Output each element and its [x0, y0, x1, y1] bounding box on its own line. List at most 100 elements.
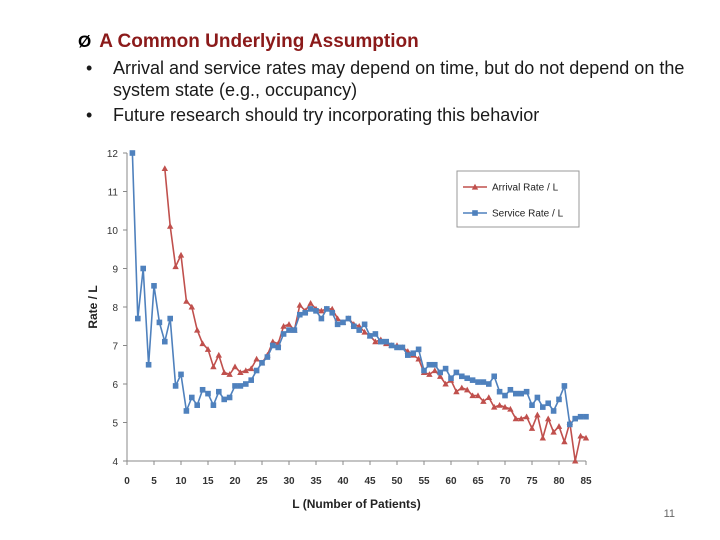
arrival-rate-point: [231, 363, 239, 370]
service-rate-point: [145, 361, 152, 368]
service-rate-point: [232, 383, 238, 389]
service-rate-point: [210, 402, 217, 408]
y-tick-label: 4: [112, 457, 118, 468]
service-rate-point: [302, 309, 308, 316]
service-rate-point: [432, 361, 438, 368]
x-tick-label: 85: [580, 476, 592, 487]
service-rate-point: [183, 408, 190, 414]
y-tick-label: 9: [112, 265, 118, 276]
bullet-item: • Future research should try incorporati…: [86, 104, 686, 126]
page-number: 11: [663, 508, 675, 520]
service-rate-point: [189, 394, 195, 401]
service-rate-point: [567, 421, 573, 428]
y-axis-title: Rate / L: [86, 285, 100, 328]
slide-heading: Ø A Common Underlying Assumption: [78, 31, 419, 53]
arrival-rate-point: [183, 298, 190, 304]
service-rate-point: [399, 344, 406, 351]
arrival-rate-point: [442, 380, 449, 387]
arrival-rate-point: [501, 403, 509, 410]
service-rate-point: [442, 365, 449, 372]
service-rate-point: [518, 390, 524, 397]
x-tick-label: 40: [337, 476, 349, 487]
arrival-rate-point: [512, 415, 519, 422]
arrival-rate-point: [167, 222, 174, 229]
service-rate-point: [361, 321, 368, 328]
service-rate-point: [356, 327, 362, 333]
service-rate-point: [480, 379, 487, 385]
service-rate-point: [151, 283, 157, 289]
x-tick-label: 20: [229, 476, 241, 487]
arrival-rate-point: [534, 411, 541, 418]
legend-arrival-label: Arrival Rate / L: [492, 183, 559, 194]
arrival-rate-point: [561, 438, 568, 445]
x-tick-label: 65: [472, 476, 484, 487]
service-rate-point: [291, 327, 298, 333]
arrival-rate-point: [210, 363, 217, 370]
arrow-bullet-icon: Ø: [78, 32, 92, 51]
x-tick-label: 0: [124, 476, 130, 487]
x-tick-label: 80: [553, 476, 565, 487]
service-rate-point: [135, 315, 141, 322]
arrival-rate-point: [528, 425, 536, 431]
arrival-rate-point: [296, 301, 303, 308]
service-rate-point: [205, 390, 211, 397]
service-rate-point: [167, 315, 173, 322]
arrival-rate-point: [221, 369, 228, 376]
x-tick-label: 75: [526, 476, 538, 487]
x-axis-title: L (Number of Patients): [292, 497, 420, 511]
x-tick-label: 60: [445, 476, 457, 487]
service-rate-point: [577, 413, 584, 420]
service-rate-point: [540, 404, 546, 410]
service-rate-point: [383, 338, 389, 345]
arrival-rate-point: [480, 398, 487, 404]
bullet-list: • Arrival and service rates may depend o…: [86, 57, 686, 129]
bullet-text: Future research should try incorporating…: [113, 105, 540, 125]
service-rate-point: [243, 381, 249, 387]
service-rate-point: [388, 342, 395, 349]
service-rate-point: [324, 306, 330, 312]
arrival-rate-point: [161, 165, 168, 171]
service-rate-point: [129, 150, 136, 156]
arrival-rate-point: [226, 371, 233, 377]
arrival-rate-point: [577, 432, 584, 439]
bullet-text: Arrival and service rates may depend on …: [113, 58, 685, 100]
arrival-rate-point: [458, 384, 465, 391]
arrival-rate-point: [539, 434, 546, 441]
arrival-rate-point: [237, 369, 244, 376]
arrival-rate-point: [280, 323, 287, 329]
arrival-rate-point: [307, 299, 314, 306]
arrival-rate-point: [507, 405, 514, 412]
service-rate-point: [367, 333, 373, 339]
service-rate-point: [270, 342, 276, 349]
arrival-rate-point: [485, 394, 492, 401]
service-rate-point: [496, 388, 503, 395]
arrival-rate-point: [248, 365, 255, 372]
service-rate-point: [156, 319, 163, 326]
service-rate-point: [264, 354, 271, 360]
x-tick-label: 45: [364, 476, 376, 487]
arrival-rate-point: [555, 423, 563, 429]
y-tick-label: 5: [112, 419, 118, 430]
y-tick-label: 7: [112, 342, 118, 353]
service-rate-point: [378, 338, 384, 345]
service-rate-point: [140, 265, 146, 272]
arrival-rate-point: [469, 392, 476, 399]
service-rate-point: [405, 352, 411, 358]
arrival-rate-point: [415, 355, 422, 362]
arrival-rate-point: [453, 388, 460, 395]
x-tick-label: 5: [151, 476, 157, 487]
service-rate-point: [313, 308, 319, 314]
service-rate-point: [286, 327, 292, 333]
x-tick-label: 15: [202, 476, 214, 487]
service-rate-point: [459, 373, 465, 380]
service-rate-point: [280, 331, 287, 337]
service-rate-point: [253, 367, 260, 374]
arrival-rate-point: [318, 307, 325, 314]
arrival-rate-point: [496, 401, 503, 408]
y-tick-label: 12: [107, 149, 119, 160]
chart-legend: [456, 170, 580, 228]
service-rate-point: [216, 388, 222, 395]
bullet-dot-icon: •: [86, 58, 93, 78]
heading-text: A Common Underlying Assumption: [99, 31, 419, 52]
legend-arrival-marker: [471, 183, 479, 190]
